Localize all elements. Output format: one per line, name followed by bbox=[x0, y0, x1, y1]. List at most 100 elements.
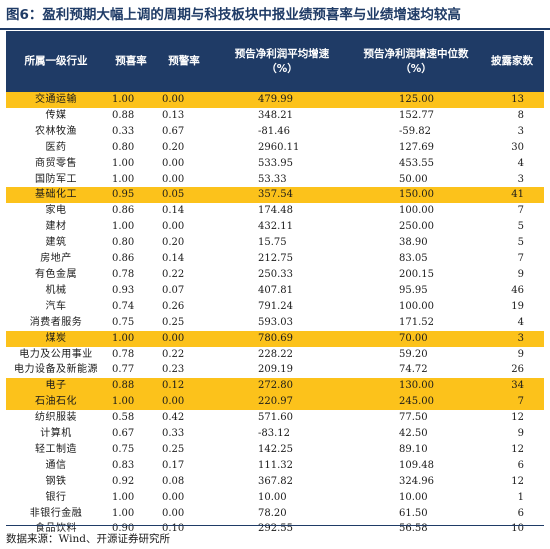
header-median-growth: 预告净利润增速中位数 （%） bbox=[352, 31, 480, 92]
cell-avg-growth: 10.00 bbox=[212, 490, 352, 506]
cell-avg-growth: -81.46 bbox=[212, 124, 352, 140]
cell-median-growth: 127.69 bbox=[352, 140, 480, 156]
table-row: 通信 0.83 0.17 111.32 109.48 6 bbox=[6, 458, 544, 474]
cell-median-growth: 70.00 bbox=[352, 331, 480, 347]
header-industry: 所属一级行业 bbox=[6, 31, 106, 92]
table-row: 石油石化 1.00 0.00 220.97 245.00 7 bbox=[6, 394, 544, 410]
table-row: 非银行金融 1.00 0.00 78.20 61.50 6 bbox=[6, 506, 544, 522]
table-row: 农林牧渔 0.33 0.67 -81.46 -59.82 3 bbox=[6, 124, 544, 140]
cell-avg-growth: 348.21 bbox=[212, 108, 352, 124]
cell-median-growth: 200.15 bbox=[352, 267, 480, 283]
cell-industry: 国防军工 bbox=[6, 172, 106, 188]
header-warning-rate: 预警率 bbox=[156, 31, 212, 92]
cell-positive-rate: 1.00 bbox=[106, 92, 156, 108]
cell-industry: 钢铁 bbox=[6, 474, 106, 490]
cell-avg-growth: 357.54 bbox=[212, 187, 352, 203]
cell-warning-rate: 0.00 bbox=[156, 506, 212, 522]
cell-positive-rate: 0.80 bbox=[106, 140, 156, 156]
table-body: 交通运输 1.00 0.00 479.99 125.00 13 传媒 0.88 0.13 348.… bbox=[6, 92, 544, 537]
figure-title: 图6：盈利预期大幅上调的周期与科技板块中报业绩预喜率与业绩增速均较高 bbox=[6, 4, 546, 26]
cell-median-growth: 245.00 bbox=[352, 394, 480, 410]
cell-industry: 消费者服务 bbox=[6, 315, 106, 331]
source-note: 数据来源：Wind、开源证券研究所 bbox=[6, 531, 170, 547]
cell-industry: 建筑 bbox=[6, 235, 106, 251]
cell-industry: 交通运输 bbox=[6, 92, 106, 108]
cell-disclosed-count: 41 bbox=[480, 187, 544, 203]
cell-warning-rate: 0.12 bbox=[156, 378, 212, 394]
cell-avg-growth: 142.25 bbox=[212, 442, 352, 458]
cell-industry: 有色金属 bbox=[6, 267, 106, 283]
cell-median-growth: 150.00 bbox=[352, 187, 480, 203]
cell-median-growth: 130.00 bbox=[352, 378, 480, 394]
cell-positive-rate: 0.67 bbox=[106, 426, 156, 442]
cell-median-growth: 152.77 bbox=[352, 108, 480, 124]
table-row: 基础化工 0.95 0.05 357.54 150.00 41 bbox=[6, 187, 544, 203]
cell-median-growth: 171.52 bbox=[352, 315, 480, 331]
cell-industry: 银行 bbox=[6, 490, 106, 506]
table-row: 家电 0.86 0.14 174.48 100.00 7 bbox=[6, 203, 544, 219]
cell-positive-rate: 0.86 bbox=[106, 251, 156, 267]
cell-avg-growth: 78.20 bbox=[212, 506, 352, 522]
header-avg-growth: 预告净利润平均增速 （%） bbox=[212, 31, 352, 92]
cell-warning-rate: 0.25 bbox=[156, 442, 212, 458]
cell-avg-growth: 780.69 bbox=[212, 331, 352, 347]
cell-median-growth: 10.00 bbox=[352, 490, 480, 506]
cell-median-growth: 95.95 bbox=[352, 283, 480, 299]
cell-warning-rate: 0.14 bbox=[156, 203, 212, 219]
cell-avg-growth: 791.24 bbox=[212, 299, 352, 315]
cell-positive-rate: 1.00 bbox=[106, 331, 156, 347]
cell-disclosed-count: 3 bbox=[480, 172, 544, 188]
table-row: 国防军工 1.00 0.00 53.33 50.00 3 bbox=[6, 172, 544, 188]
cell-warning-rate: 0.00 bbox=[156, 172, 212, 188]
cell-warning-rate: 0.07 bbox=[156, 283, 212, 299]
cell-positive-rate: 0.86 bbox=[106, 203, 156, 219]
cell-industry: 农林牧渔 bbox=[6, 124, 106, 140]
cell-disclosed-count: 3 bbox=[480, 124, 544, 140]
cell-avg-growth: 367.82 bbox=[212, 474, 352, 490]
cell-disclosed-count: 13 bbox=[480, 92, 544, 108]
cell-positive-rate: 0.88 bbox=[106, 378, 156, 394]
cell-median-growth: 83.05 bbox=[352, 251, 480, 267]
cell-median-growth: 61.50 bbox=[352, 506, 480, 522]
cell-warning-rate: 0.20 bbox=[156, 140, 212, 156]
cell-warning-rate: 0.05 bbox=[156, 187, 212, 203]
cell-avg-growth: 15.75 bbox=[212, 235, 352, 251]
cell-avg-growth: 407.81 bbox=[212, 283, 352, 299]
cell-industry: 医药 bbox=[6, 140, 106, 156]
table-row: 银行 1.00 0.00 10.00 10.00 1 bbox=[6, 490, 544, 506]
header-disclosed-count: 披露家数 bbox=[480, 31, 544, 92]
cell-warning-rate: 0.00 bbox=[156, 156, 212, 172]
cell-disclosed-count: 6 bbox=[480, 458, 544, 474]
cell-positive-rate: 1.00 bbox=[106, 219, 156, 235]
cell-avg-growth: 479.99 bbox=[212, 92, 352, 108]
cell-warning-rate: 0.23 bbox=[156, 362, 212, 378]
cell-warning-rate: 0.00 bbox=[156, 490, 212, 506]
cell-industry: 电力设备及新能源 bbox=[6, 362, 106, 378]
cell-median-growth: 59.20 bbox=[352, 347, 480, 363]
cell-positive-rate: 1.00 bbox=[106, 156, 156, 172]
cell-industry: 非银行金融 bbox=[6, 506, 106, 522]
cell-median-growth: 56.58 bbox=[352, 521, 480, 537]
cell-industry: 煤炭 bbox=[6, 331, 106, 347]
table-header-row: 所属一级行业 预喜率 预警率 预告净利润平均增速 （%） 预告净利润增速中位数 … bbox=[6, 31, 544, 92]
header-positive-rate: 预喜率 bbox=[106, 31, 156, 92]
cell-disclosed-count: 9 bbox=[480, 426, 544, 442]
cell-positive-rate: 0.80 bbox=[106, 235, 156, 251]
cell-avg-growth: 212.75 bbox=[212, 251, 352, 267]
cell-median-growth: 42.50 bbox=[352, 426, 480, 442]
cell-avg-growth: 533.95 bbox=[212, 156, 352, 172]
cell-positive-rate: 0.58 bbox=[106, 410, 156, 426]
table-row: 纺织服装 0.58 0.42 571.60 77.50 12 bbox=[6, 410, 544, 426]
cell-median-growth: 100.00 bbox=[352, 299, 480, 315]
cell-avg-growth: 209.19 bbox=[212, 362, 352, 378]
cell-avg-growth: 228.22 bbox=[212, 347, 352, 363]
cell-disclosed-count: 7 bbox=[480, 203, 544, 219]
cell-positive-rate: 0.88 bbox=[106, 108, 156, 124]
cell-positive-rate: 1.00 bbox=[106, 506, 156, 522]
cell-median-growth: -59.82 bbox=[352, 124, 480, 140]
cell-warning-rate: 0.33 bbox=[156, 426, 212, 442]
table-row: 煤炭 1.00 0.00 780.69 70.00 3 bbox=[6, 331, 544, 347]
cell-disclosed-count: 46 bbox=[480, 283, 544, 299]
table-bottom-divider bbox=[6, 525, 544, 526]
table-row: 汽车 0.74 0.26 791.24 100.00 19 bbox=[6, 299, 544, 315]
